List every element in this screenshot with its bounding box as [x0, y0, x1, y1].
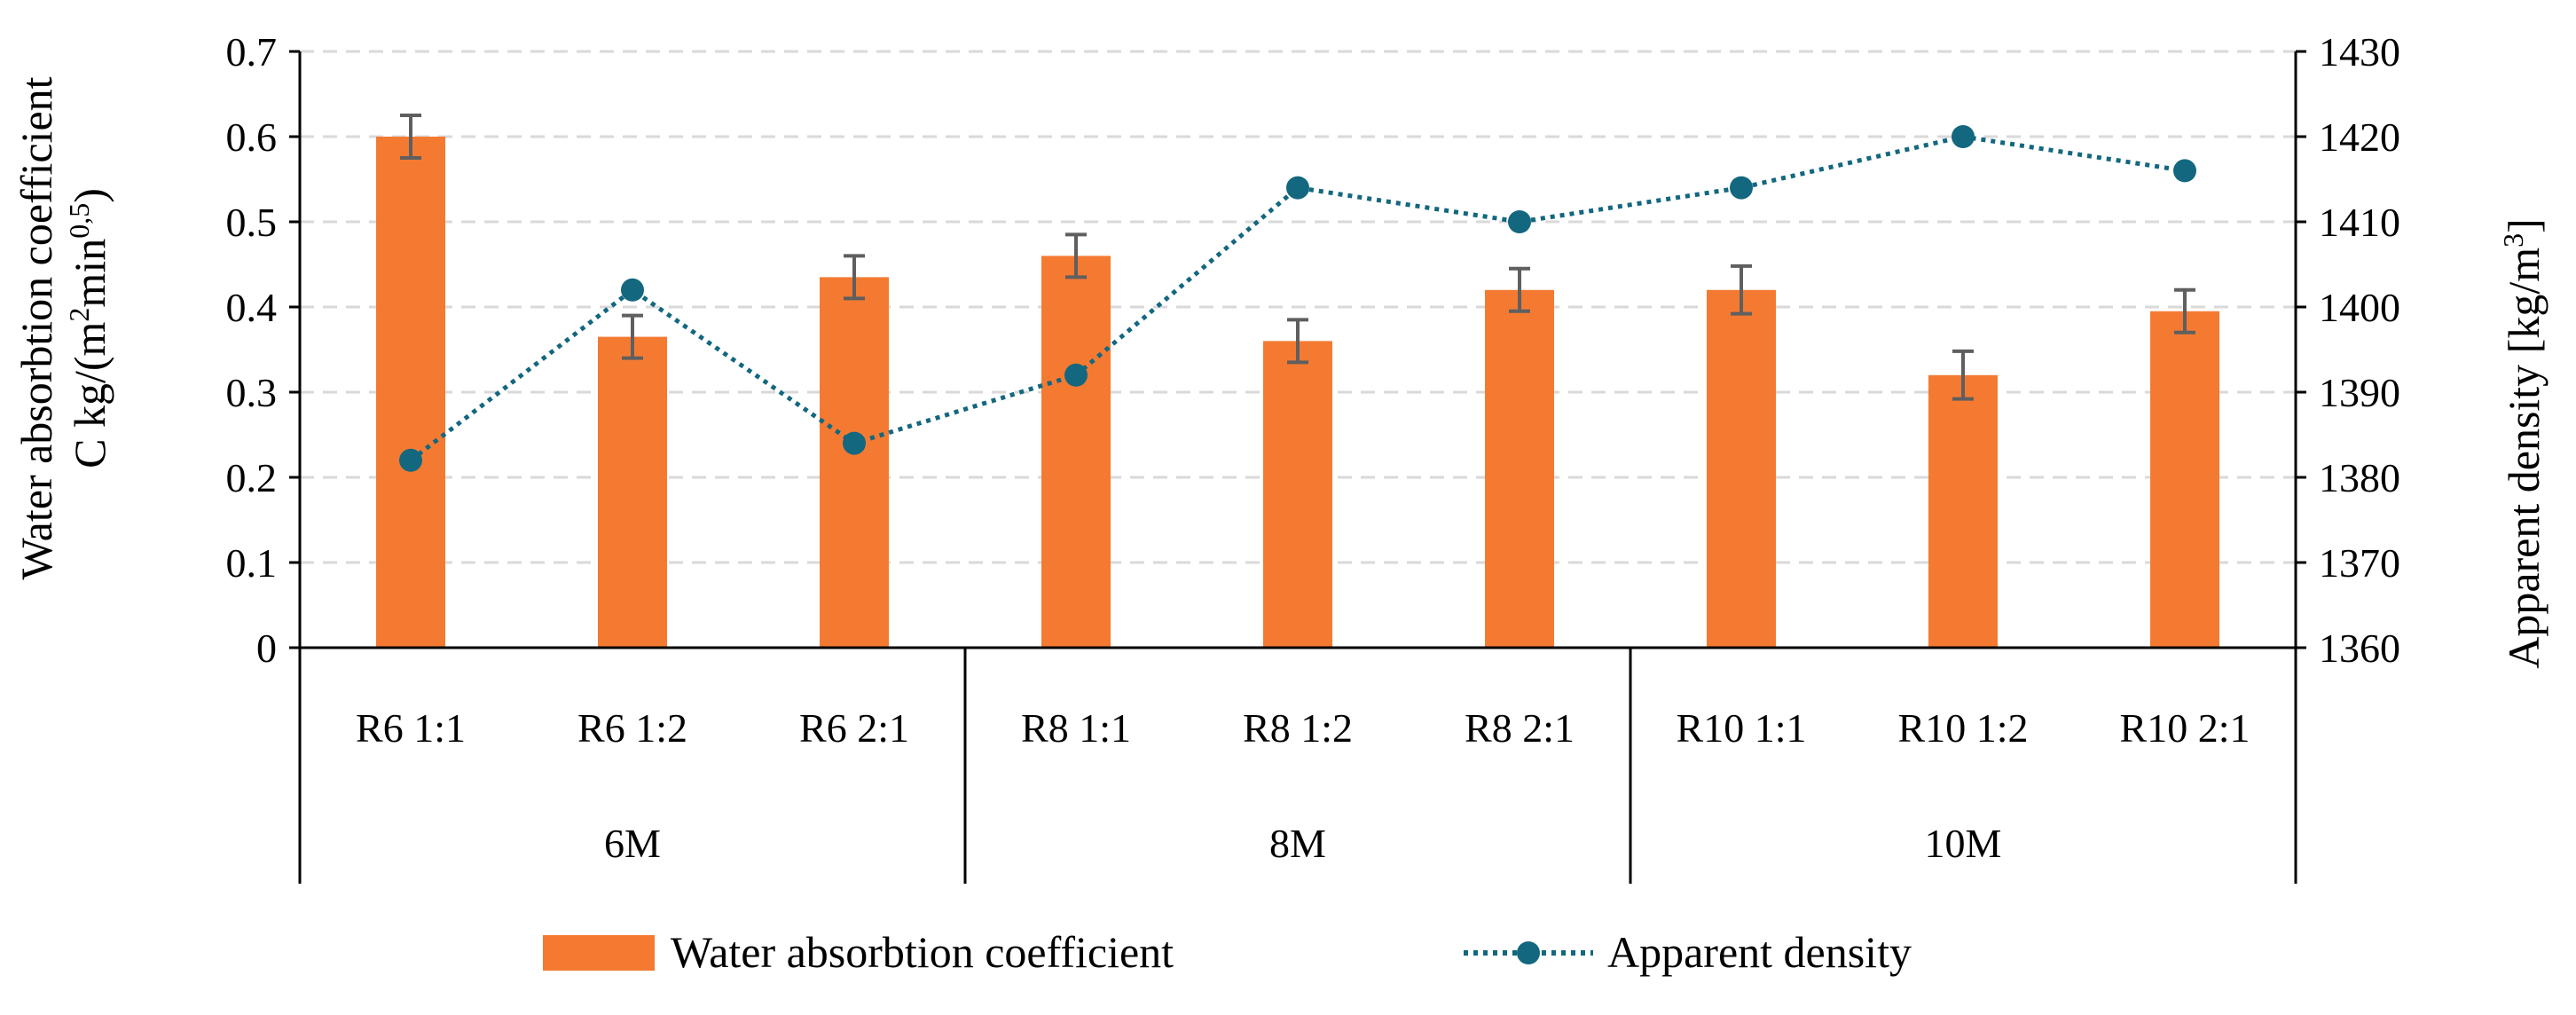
left-axis-title-line1: Water absorbtion coefficient — [12, 76, 61, 579]
line-series — [399, 125, 2196, 472]
legend: Water absorbtion coefficient Apparent de… — [543, 927, 1912, 977]
bar — [598, 336, 667, 648]
density-line — [409, 134, 2186, 462]
left-tick-label: 0.5 — [226, 200, 278, 245]
density-point — [621, 278, 644, 302]
category-label: R10 1:1 — [1677, 705, 1807, 751]
category-label: R8 1:2 — [1243, 705, 1353, 751]
bar — [820, 277, 889, 648]
bar — [1041, 256, 1111, 648]
bar — [1928, 374, 1998, 648]
density-point — [1952, 125, 1975, 148]
right-tick-label: 1370 — [2319, 540, 2400, 586]
category-label: R6 1:1 — [356, 705, 466, 751]
right-tick-label: 1390 — [2319, 370, 2400, 415]
density-point — [843, 431, 866, 455]
category-label: R6 2:1 — [799, 705, 909, 751]
bar — [2150, 311, 2219, 648]
left-tick-label: 0.6 — [226, 114, 278, 160]
right-tick-label: 1430 — [2319, 29, 2400, 75]
left-axis-ticks: 0 0.1 0.2 0.3 0.4 0.5 0.6 0.7 — [226, 29, 278, 671]
legend-line-marker — [1517, 941, 1540, 964]
bar — [1707, 289, 1776, 648]
right-tick-label: 1360 — [2319, 626, 2400, 671]
left-tick-label: 0 — [256, 626, 277, 671]
right-tick-label: 1410 — [2319, 200, 2400, 245]
right-axis-title: Apparent density [kg/m3] — [2497, 218, 2549, 669]
left-tick-label: 0.7 — [226, 29, 278, 75]
bar-series — [376, 137, 2219, 648]
left-tick-label: 0.2 — [226, 455, 278, 500]
density-point — [2173, 159, 2196, 183]
right-tick-label: 1420 — [2319, 114, 2400, 160]
legend-bar-swatch — [543, 935, 655, 971]
density-point — [399, 448, 422, 472]
group-label: 10M — [1925, 821, 2002, 866]
right-axis-ticks: 1360 1370 1380 1390 1400 1410 1420 1430 — [2319, 29, 2400, 671]
category-label: R8 2:1 — [1465, 705, 1575, 751]
legend-line-label: Apparent density — [1607, 927, 1912, 977]
category-label: R10 1:2 — [1898, 705, 2029, 751]
left-tick-label: 0.3 — [226, 370, 278, 415]
left-axis-title-line2: C kg/(m2min0,5) — [63, 188, 114, 468]
bar — [1263, 341, 1332, 648]
density-point — [1064, 363, 1088, 387]
category-label: R6 1:2 — [577, 705, 687, 751]
group-label: 6M — [604, 821, 661, 866]
error-bars — [400, 114, 2195, 401]
bar — [1485, 289, 1554, 648]
left-tick-label: 0.1 — [226, 540, 278, 586]
density-point — [1286, 176, 1309, 200]
legend-bar-label: Water absorbtion coefficient — [671, 927, 1174, 977]
density-point — [1508, 210, 1531, 233]
category-label: R10 2:1 — [2120, 705, 2250, 751]
axes — [289, 50, 2306, 884]
category-labels: R6 1:1 R6 1:2 R6 2:1 R8 1:1 R8 1:2 R8 2:1 R10 … — [356, 705, 2250, 751]
density-point — [1730, 176, 1753, 200]
category-label: R8 1:1 — [1021, 705, 1131, 751]
right-tick-label: 1400 — [2319, 285, 2400, 330]
bar — [376, 137, 445, 648]
group-labels: 6M 8M 10M — [604, 821, 2001, 866]
left-tick-label: 0.4 — [226, 285, 278, 330]
group-label: 8M — [1269, 821, 1326, 866]
right-tick-label: 1380 — [2319, 455, 2400, 500]
